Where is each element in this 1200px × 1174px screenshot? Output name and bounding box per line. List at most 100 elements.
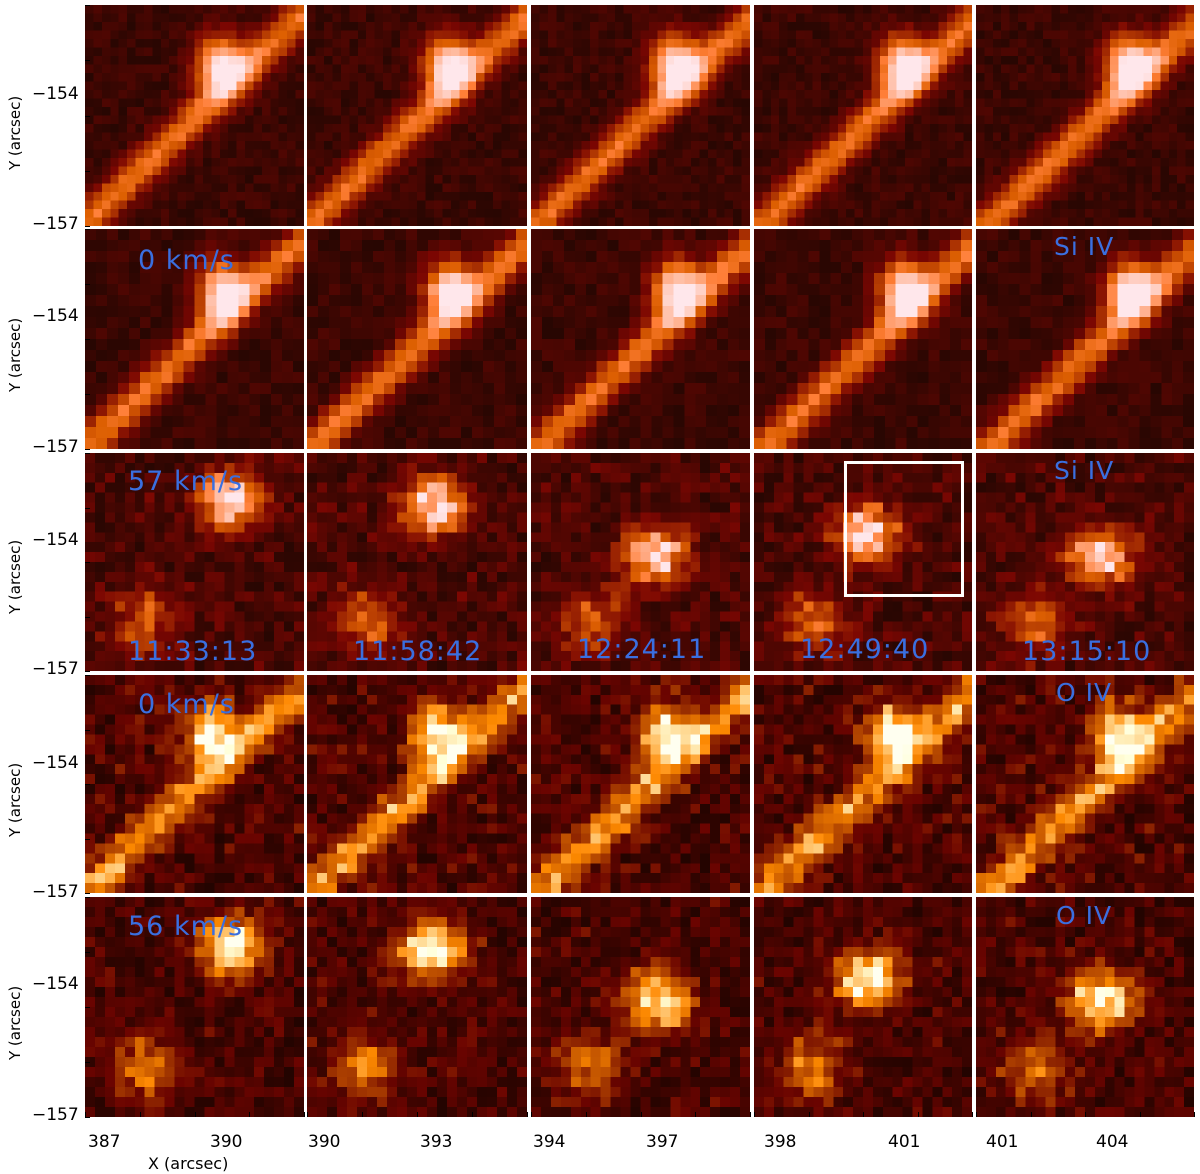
timestamp-label: 12:49:40 <box>800 634 930 665</box>
axis-tick <box>85 1117 90 1118</box>
y-tick-label: −157 <box>32 882 79 902</box>
image-panel <box>976 5 1194 226</box>
image-panel <box>307 897 527 1117</box>
velocity-label: 57 km/s <box>128 466 244 497</box>
y-tick-label: −154 <box>32 84 79 104</box>
axis-tick <box>307 1112 308 1117</box>
axis-tick <box>976 1112 977 1117</box>
axis-tick <box>472 1112 473 1117</box>
axis-tick <box>85 453 90 454</box>
axis-tick <box>85 226 90 227</box>
image-panel <box>531 229 750 449</box>
line-label: Si IV <box>1054 232 1115 261</box>
velocity-label: 0 km/s <box>138 245 235 276</box>
image-panel <box>976 229 1194 449</box>
axis-tick <box>85 893 90 894</box>
line-label: O IV <box>1056 678 1113 707</box>
y-tick-label: −157 <box>32 1105 79 1125</box>
image-panel <box>976 897 1194 1117</box>
timestamp-label: 13:15:10 <box>1022 636 1152 667</box>
axis-tick <box>85 562 90 563</box>
axis-tick <box>85 897 90 898</box>
x-tick-label: 398 <box>764 1132 797 1152</box>
image-panel <box>531 453 750 671</box>
velocity-label: 56 km/s <box>128 911 244 942</box>
timestamp-label: 11:33:13 <box>128 636 258 667</box>
y-axis-title-row4: Y (arcsec) <box>6 762 24 837</box>
line-label: O IV <box>1056 901 1113 930</box>
x-tick-label: 394 <box>533 1132 566 1152</box>
image-panel <box>531 675 750 893</box>
axis-tick <box>85 284 90 285</box>
y-axis-title-row3: Y (arcsec) <box>6 539 24 614</box>
image-panel <box>85 453 304 671</box>
axis-tick <box>863 1112 864 1117</box>
y-axis-title-row5: Y (arcsec) <box>6 985 24 1060</box>
axis-tick <box>1030 1112 1032 1117</box>
image-panel <box>754 453 972 671</box>
axis-tick <box>85 838 90 840</box>
image-panel <box>307 5 527 226</box>
y-tick-label: −157 <box>32 214 79 234</box>
image-panel <box>754 897 972 1117</box>
y-tick-label: −154 <box>32 306 79 326</box>
x-tick-label: 393 <box>420 1132 453 1152</box>
axis-tick <box>917 1112 919 1117</box>
y-tick-label: −157 <box>32 659 79 679</box>
axis-tick <box>754 1112 755 1117</box>
image-panel <box>976 453 1194 671</box>
image-panel <box>307 229 527 449</box>
x-tick-label: 387 <box>88 1132 121 1152</box>
axis-tick <box>194 1112 196 1117</box>
timestamp-label: 12:24:11 <box>577 634 707 665</box>
image-panel <box>85 675 304 893</box>
region-of-interest-box <box>844 461 964 597</box>
axis-tick <box>1194 1112 1195 1117</box>
y-tick-label: −154 <box>32 753 79 773</box>
line-label: Si IV <box>1054 456 1115 485</box>
axis-tick <box>304 1112 305 1117</box>
y-tick-label: −154 <box>32 974 79 994</box>
axis-tick <box>85 616 90 618</box>
image-panel <box>531 5 750 226</box>
axis-tick <box>531 1112 532 1117</box>
axis-tick <box>85 394 90 395</box>
axis-tick <box>1085 1112 1086 1117</box>
image-panel <box>85 5 304 226</box>
axis-tick <box>1139 1112 1141 1117</box>
axis-tick <box>640 1112 642 1117</box>
x-axis-title: X (arcsec) <box>148 1154 229 1173</box>
x-tick-label: 397 <box>646 1132 679 1152</box>
axis-tick <box>85 1112 86 1117</box>
axis-tick <box>139 1112 141 1117</box>
image-panel <box>531 897 750 1117</box>
axis-tick <box>85 729 90 731</box>
axis-tick <box>695 1112 697 1117</box>
y-tick-label: −154 <box>32 530 79 550</box>
axis-tick <box>85 170 90 172</box>
axis-tick <box>85 784 90 785</box>
axis-tick <box>85 952 90 953</box>
image-panel <box>754 675 972 893</box>
axis-tick <box>362 1112 363 1117</box>
image-panel <box>754 229 972 449</box>
image-panel <box>85 897 304 1117</box>
x-tick-label: 401 <box>888 1132 921 1152</box>
timestamp-label: 11:58:42 <box>353 636 483 667</box>
image-panel <box>307 453 527 671</box>
x-tick-label: 390 <box>210 1132 243 1152</box>
axis-tick <box>85 449 90 450</box>
x-tick-label: 401 <box>986 1132 1019 1152</box>
image-panel <box>754 5 972 226</box>
axis-tick <box>750 1112 751 1117</box>
axis-tick <box>417 1112 418 1117</box>
axis-tick <box>85 5 90 6</box>
axis-tick <box>85 1007 90 1008</box>
axis-tick <box>85 60 90 62</box>
y-tick-label: −157 <box>32 437 79 457</box>
axis-tick <box>85 507 90 509</box>
axis-tick <box>85 1062 90 1063</box>
velocity-label: 0 km/s <box>138 689 235 720</box>
y-axis-title-row2: Y (arcsec) <box>6 317 24 392</box>
